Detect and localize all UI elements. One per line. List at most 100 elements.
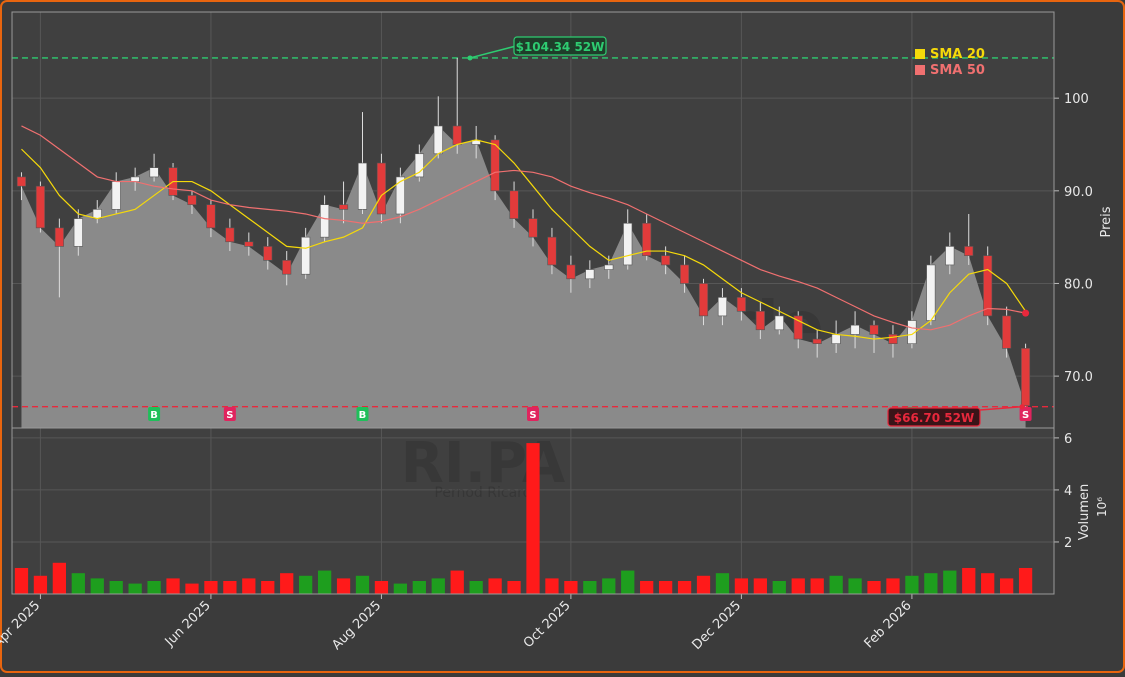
volume-bar bbox=[166, 578, 180, 594]
y-tick-label: 6 bbox=[1064, 432, 1072, 447]
candle-body bbox=[376, 162, 386, 215]
volume-bar bbox=[677, 580, 692, 594]
candle-body bbox=[263, 246, 273, 261]
panel-border bbox=[11, 427, 1055, 595]
volume-bar bbox=[772, 580, 786, 594]
volume-bar bbox=[336, 578, 351, 594]
candle-body bbox=[604, 264, 614, 270]
candle-body bbox=[585, 269, 595, 280]
volume-bar bbox=[393, 583, 408, 594]
legend-swatch bbox=[915, 65, 925, 75]
volume-bar bbox=[696, 575, 711, 594]
y-tick-label: 70.0 bbox=[1064, 370, 1093, 385]
candle-body bbox=[755, 310, 765, 331]
y-scale-label: 10⁶ bbox=[1095, 497, 1109, 517]
volume-bar bbox=[71, 573, 85, 594]
signal-label: S bbox=[529, 410, 536, 421]
volume-bar bbox=[412, 580, 426, 594]
candle-body bbox=[926, 264, 936, 321]
legend-label: SMA 50 bbox=[930, 63, 985, 78]
price-area bbox=[21, 125, 1026, 429]
volume-bar bbox=[791, 578, 805, 594]
signal-badge bbox=[148, 407, 161, 421]
volume-bar bbox=[905, 575, 919, 594]
y-tick-label: 2 bbox=[1064, 536, 1072, 551]
candle-body bbox=[111, 181, 121, 210]
volume-bar bbox=[90, 578, 104, 594]
legend-swatch bbox=[915, 49, 925, 59]
volume-bar bbox=[583, 580, 597, 594]
volume-bar bbox=[374, 580, 389, 594]
candle-body bbox=[680, 264, 690, 284]
annotation-box bbox=[513, 36, 607, 56]
volume-bar bbox=[355, 575, 370, 594]
annotation-label: $66.70 52W bbox=[894, 411, 974, 425]
annotation-label: $104.34 52W bbox=[516, 40, 605, 54]
candle-body bbox=[528, 218, 538, 238]
volume-bar bbox=[507, 580, 521, 594]
y-tick-label: 100 bbox=[1064, 92, 1089, 107]
signal-badge bbox=[1019, 407, 1032, 421]
volume-bar bbox=[545, 578, 559, 594]
volume-bar bbox=[924, 573, 938, 594]
candle-body bbox=[395, 176, 405, 215]
candle-body bbox=[831, 334, 841, 344]
volume-bar bbox=[147, 580, 161, 594]
volume-bar bbox=[943, 570, 957, 594]
volume-bar bbox=[204, 580, 218, 594]
volume-bar bbox=[1000, 578, 1014, 594]
volume-bar bbox=[14, 567, 29, 594]
signal-label: B bbox=[359, 410, 367, 421]
candle-body bbox=[945, 246, 955, 266]
candle-body bbox=[509, 190, 519, 219]
candle-body bbox=[433, 125, 443, 155]
candle-body bbox=[206, 204, 216, 229]
candle-body bbox=[357, 162, 368, 210]
candle-body bbox=[338, 204, 349, 210]
y-tick-label: 80.0 bbox=[1064, 277, 1093, 292]
volume-bar bbox=[753, 578, 767, 594]
y-tick-label: 4 bbox=[1064, 484, 1072, 499]
candle-body bbox=[547, 236, 557, 266]
candle-body bbox=[793, 315, 803, 340]
sma-line bbox=[21, 125, 1026, 331]
watermark: Pernod Ricard bbox=[434, 485, 531, 501]
candle-body bbox=[1002, 315, 1012, 349]
volume-bar bbox=[261, 580, 275, 594]
volume-bar bbox=[564, 580, 578, 594]
candle-body bbox=[869, 324, 879, 335]
candle-body bbox=[964, 246, 974, 256]
signal-label: S bbox=[1022, 410, 1029, 421]
candle-body bbox=[774, 315, 784, 331]
candle-body bbox=[452, 125, 462, 145]
annotation-arrow bbox=[469, 45, 517, 59]
candle-body bbox=[983, 255, 993, 317]
volume-bar bbox=[621, 570, 635, 594]
volume-bar bbox=[488, 578, 502, 594]
volume-bar bbox=[128, 583, 142, 594]
annotation-box bbox=[887, 407, 981, 427]
candle-body bbox=[225, 227, 235, 243]
candle-body bbox=[320, 204, 330, 238]
candle-body bbox=[661, 255, 671, 266]
candle-body bbox=[244, 241, 254, 247]
candle-body bbox=[149, 167, 159, 178]
candle-body bbox=[301, 236, 311, 275]
candle-body bbox=[490, 139, 500, 192]
candle-body bbox=[623, 222, 633, 266]
y-tick-label: 90.0 bbox=[1064, 185, 1093, 200]
volume-bar bbox=[317, 570, 332, 594]
volume-bar bbox=[450, 570, 464, 594]
volume-bar bbox=[223, 580, 237, 594]
candle-body bbox=[282, 260, 292, 275]
volume-bar bbox=[431, 578, 445, 594]
volume-bar bbox=[526, 443, 540, 594]
candle-body bbox=[130, 176, 140, 182]
annotation-arrowhead bbox=[467, 55, 473, 61]
signal-badge bbox=[356, 407, 369, 421]
candle-body bbox=[16, 176, 27, 187]
signal-label: S bbox=[226, 410, 233, 421]
candle-body bbox=[35, 185, 45, 229]
